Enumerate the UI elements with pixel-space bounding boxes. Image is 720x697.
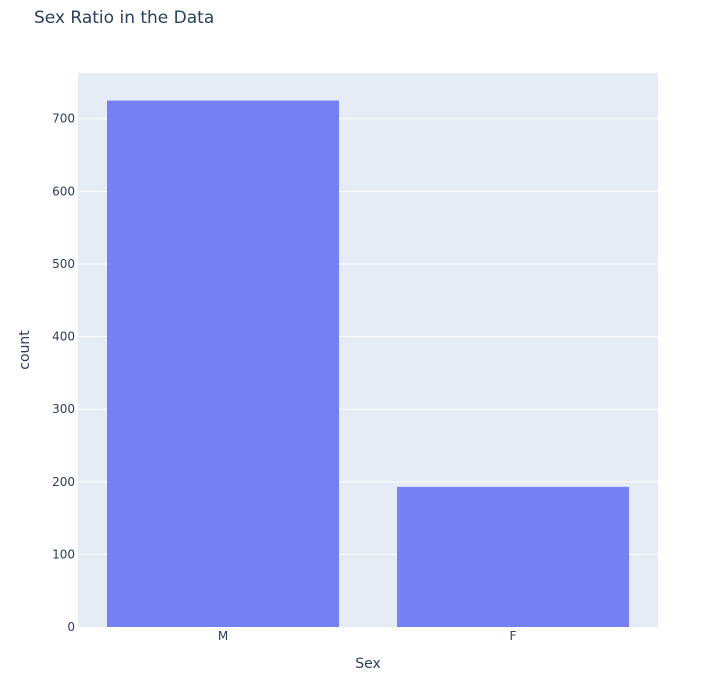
y-tick-label: 600 (52, 184, 75, 198)
y-axis-ticks: 0 100 200 300 400 500 600 700 (52, 112, 75, 634)
y-tick-label: 0 (67, 620, 75, 634)
bar-m (107, 100, 339, 628)
x-tick-label: M (218, 629, 228, 643)
y-tick-label: 200 (52, 475, 75, 489)
y-axis-label: count (17, 330, 33, 370)
y-tick-label: 300 (52, 402, 75, 416)
x-tick-label: F (510, 629, 517, 643)
chart-title: Sex Ratio in the Data (34, 8, 214, 28)
x-axis-label: Sex (355, 656, 381, 672)
bar-f (397, 486, 629, 627)
y-tick-label: 500 (52, 257, 75, 271)
y-tick-label: 100 (52, 547, 75, 561)
bars (107, 100, 629, 628)
y-tick-label: 700 (52, 112, 75, 126)
y-tick-label: 400 (52, 330, 75, 344)
